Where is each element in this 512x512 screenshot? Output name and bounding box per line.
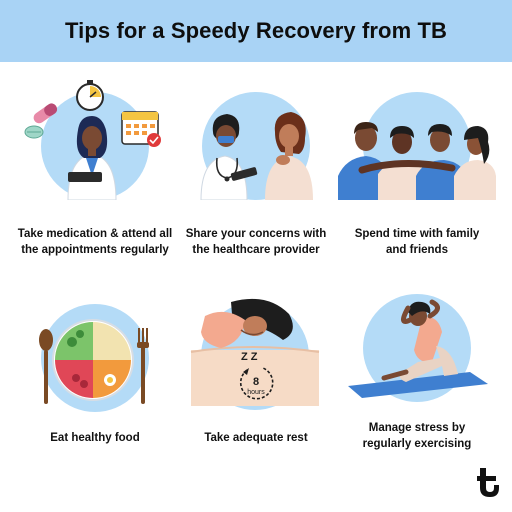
medication-illustration	[10, 80, 180, 200]
sleep-illustration: Z Z 8 hours	[171, 292, 341, 412]
clock-number: 8	[253, 376, 259, 388]
exercise-illustration	[332, 286, 502, 406]
tip-caption: Spend time with family and friends	[354, 228, 480, 256]
tip-caption: Take adequate rest	[204, 432, 308, 444]
stopwatch-icon	[76, 80, 104, 111]
consultation-illustration	[171, 80, 341, 200]
pill-capsule-icon	[24, 103, 58, 139]
clipboard-icon	[68, 172, 102, 182]
tip-caption: Share your concerns with the healthcare …	[185, 228, 327, 256]
tip-caption: Take medication & attend all the appoint…	[17, 228, 173, 256]
tip-caption: Eat healthy food	[50, 432, 140, 444]
plate-icon	[52, 319, 134, 401]
stethoscope-icon	[215, 157, 239, 182]
page-header: Tips for a Speedy Recovery from TB	[0, 0, 512, 62]
clock-unit: hours	[247, 389, 265, 396]
calendar-icon	[121, 111, 161, 147]
tip-caption: Manage stress by regularly exercising	[362, 422, 472, 450]
page-title: Tips for a Speedy Recovery from TB	[65, 18, 447, 43]
family-illustration	[332, 80, 502, 200]
spoon-icon	[39, 329, 53, 404]
food-illustration	[10, 298, 180, 418]
brand-logo-icon	[476, 466, 502, 500]
clock-icon	[239, 367, 274, 400]
sleep-letters: Z Z	[241, 351, 258, 363]
clipboard-icon	[230, 167, 258, 181]
fork-icon	[137, 328, 149, 404]
